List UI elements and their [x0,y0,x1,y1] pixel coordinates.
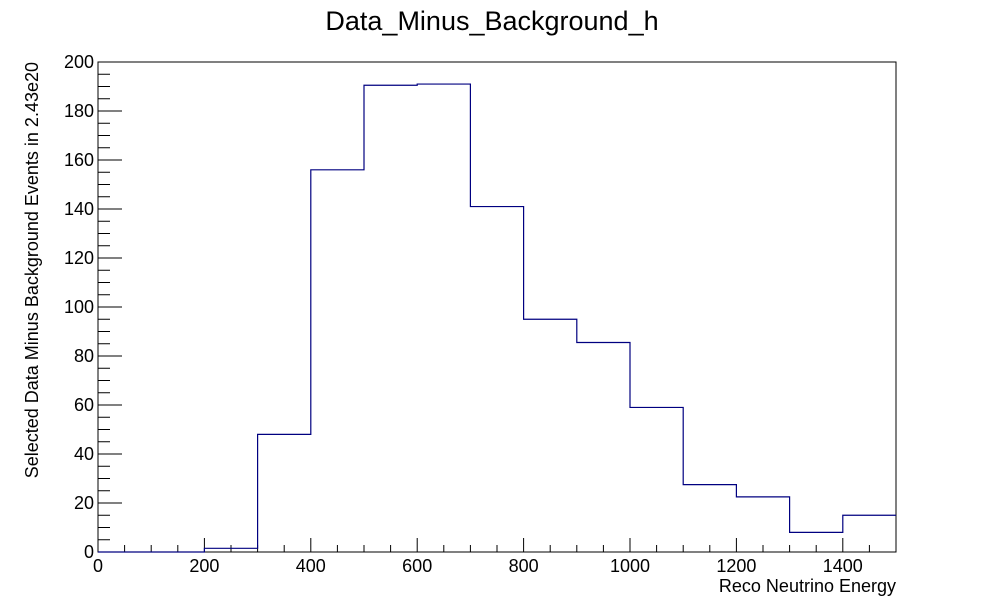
y-tick-label: 100 [64,297,94,317]
y-tick-label: 140 [64,199,94,219]
y-tick-label: 160 [64,150,94,170]
chart-title: Data_Minus_Background_h [325,6,658,36]
x-tick-label: 1400 [823,556,863,576]
y-axis-ticks [98,61,122,553]
y-tick-label: 20 [74,493,94,513]
x-tick-label: 200 [189,556,219,576]
x-tick-label: 1200 [716,556,756,576]
y-tick-label: 80 [74,346,94,366]
y-axis-label: Selected Data Minus Background Events in… [22,62,42,478]
y-tick-label: 60 [74,395,94,415]
histogram-series [98,83,896,553]
x-tick-label: 1000 [610,556,650,576]
x-axis-label: Reco Neutrino Energy [719,576,896,596]
y-tick-label: 200 [64,52,94,72]
y-axis-tick-labels: 0 20 40 60 80 100 120 140 160 180 200 [64,52,94,562]
x-axis-tick-labels: 0 200 400 600 800 1000 1200 1400 [93,556,863,576]
x-tick-label: 800 [509,556,539,576]
y-tick-label: 40 [74,444,94,464]
x-tick-label: 400 [296,556,326,576]
plot-frame [97,61,897,553]
x-axis-ticks [97,538,897,552]
x-tick-label: 0 [93,556,103,576]
y-tick-label: 120 [64,248,94,268]
y-tick-label: 0 [84,542,94,562]
y-tick-label: 180 [64,101,94,121]
x-tick-label: 600 [402,556,432,576]
